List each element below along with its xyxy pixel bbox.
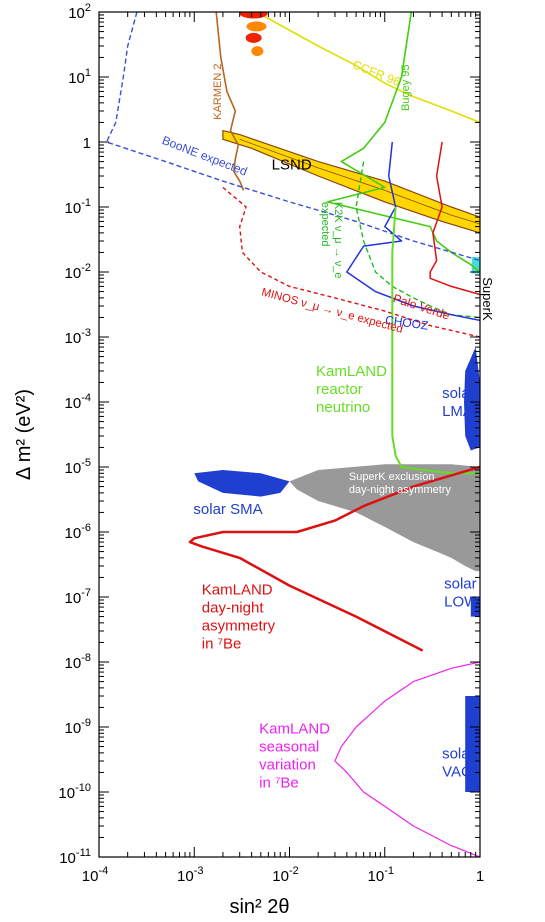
region-solar-lma — [464, 347, 480, 451]
annotation-lsnd: LSND — [272, 156, 312, 173]
curve-karmen-2 — [215, 12, 245, 191]
curve-bugey-95 — [326, 12, 480, 273]
annotation-superk-exclusion-day-night-asymmetry: SuperK exclusion day-night asymmetry — [349, 471, 452, 496]
y-tick-label: 102 — [68, 2, 91, 22]
annotation-solar-sma: solar SMA — [193, 501, 262, 518]
y-tick-label: 10-7 — [65, 587, 91, 607]
superk-box — [471, 257, 480, 274]
curve-ccfr-96 — [256, 12, 480, 124]
x-tick-label: 10-2 — [272, 865, 298, 885]
annotation-solar-lma: solar LMA — [442, 385, 475, 420]
y-tick-label: 10-10 — [58, 782, 91, 802]
annotation-chooz: CHOOZ — [384, 313, 429, 333]
lsnd-inner-contour — [239, 138, 480, 225]
y-tick-label: 10-1 — [65, 197, 91, 217]
karmen-blob-1 — [246, 21, 267, 32]
annotation-bugey-95: Bugey 95 — [400, 65, 412, 111]
y-tick-label: 10-3 — [65, 327, 91, 347]
y-tick-label: 10-11 — [59, 847, 91, 867]
annotation-superk: SuperK — [480, 277, 495, 321]
x-axis-title: sin² 2θ — [229, 896, 289, 918]
x-tick-label: 10-3 — [177, 865, 203, 885]
karmen-blob-2 — [245, 32, 262, 43]
annotation-kamland-reactor-neutrino: KamLAND reactor neutrino — [316, 363, 387, 416]
ticks — [98, 11, 481, 858]
curve-kamland-reactor-neutrino — [391, 206, 480, 475]
annotation-k2k-e-expected: K2K ν_μ → ν_eexpected — [319, 202, 344, 279]
y-tick-label: 10-2 — [65, 262, 91, 282]
x-tick-label: 10-4 — [82, 865, 108, 885]
curve-palo-verde — [429, 141, 480, 296]
annotation-kamland-day-night-asymmetry-in-be: KamLAND day-night asymmetry in ⁷Be — [202, 581, 276, 652]
y-tick-label: 10-8 — [65, 652, 91, 672]
x-tick-label: 10-1 — [368, 865, 394, 885]
y-tick-label: 1 — [83, 135, 91, 152]
annotation-solar-vac: solar VAC — [442, 745, 475, 780]
curve-chooz — [346, 141, 480, 322]
region-solar-vac — [465, 696, 480, 792]
y-tick-label: 10-5 — [65, 457, 91, 477]
curve-kamland-seasonal-variation-in-be — [334, 661, 480, 857]
x-tick-label: 1 — [476, 868, 484, 885]
y-tick-label: 10-6 — [65, 522, 91, 542]
region-superk-exclusion-day-night-asymmetry — [289, 464, 480, 572]
karmen-blob-3 — [251, 46, 264, 57]
curve-kamland-day-night-asymmetry-in-be — [188, 465, 480, 652]
annotation-kamland-seasonal-variation-in-be: KamLAND seasonal variation in ⁷Be — [259, 720, 330, 791]
karmen-blob-0 — [239, 12, 268, 19]
y-tick-label: 10-4 — [65, 392, 91, 412]
y-axis-title: Δ m² (eV²) — [13, 389, 35, 480]
region-solar-sma — [194, 470, 290, 497]
curve-boone-expected — [105, 12, 480, 262]
annotation-solar-low: solar LOW — [444, 576, 479, 611]
annotation-ccfr-96: CCFR 96 — [351, 57, 403, 89]
annotation-karmen-2: KARMEN 2 — [212, 63, 224, 119]
curve-minos-e-expected — [222, 186, 480, 338]
y-tick-label: 10-9 — [65, 717, 91, 737]
y-tick-label: 101 — [68, 67, 91, 87]
